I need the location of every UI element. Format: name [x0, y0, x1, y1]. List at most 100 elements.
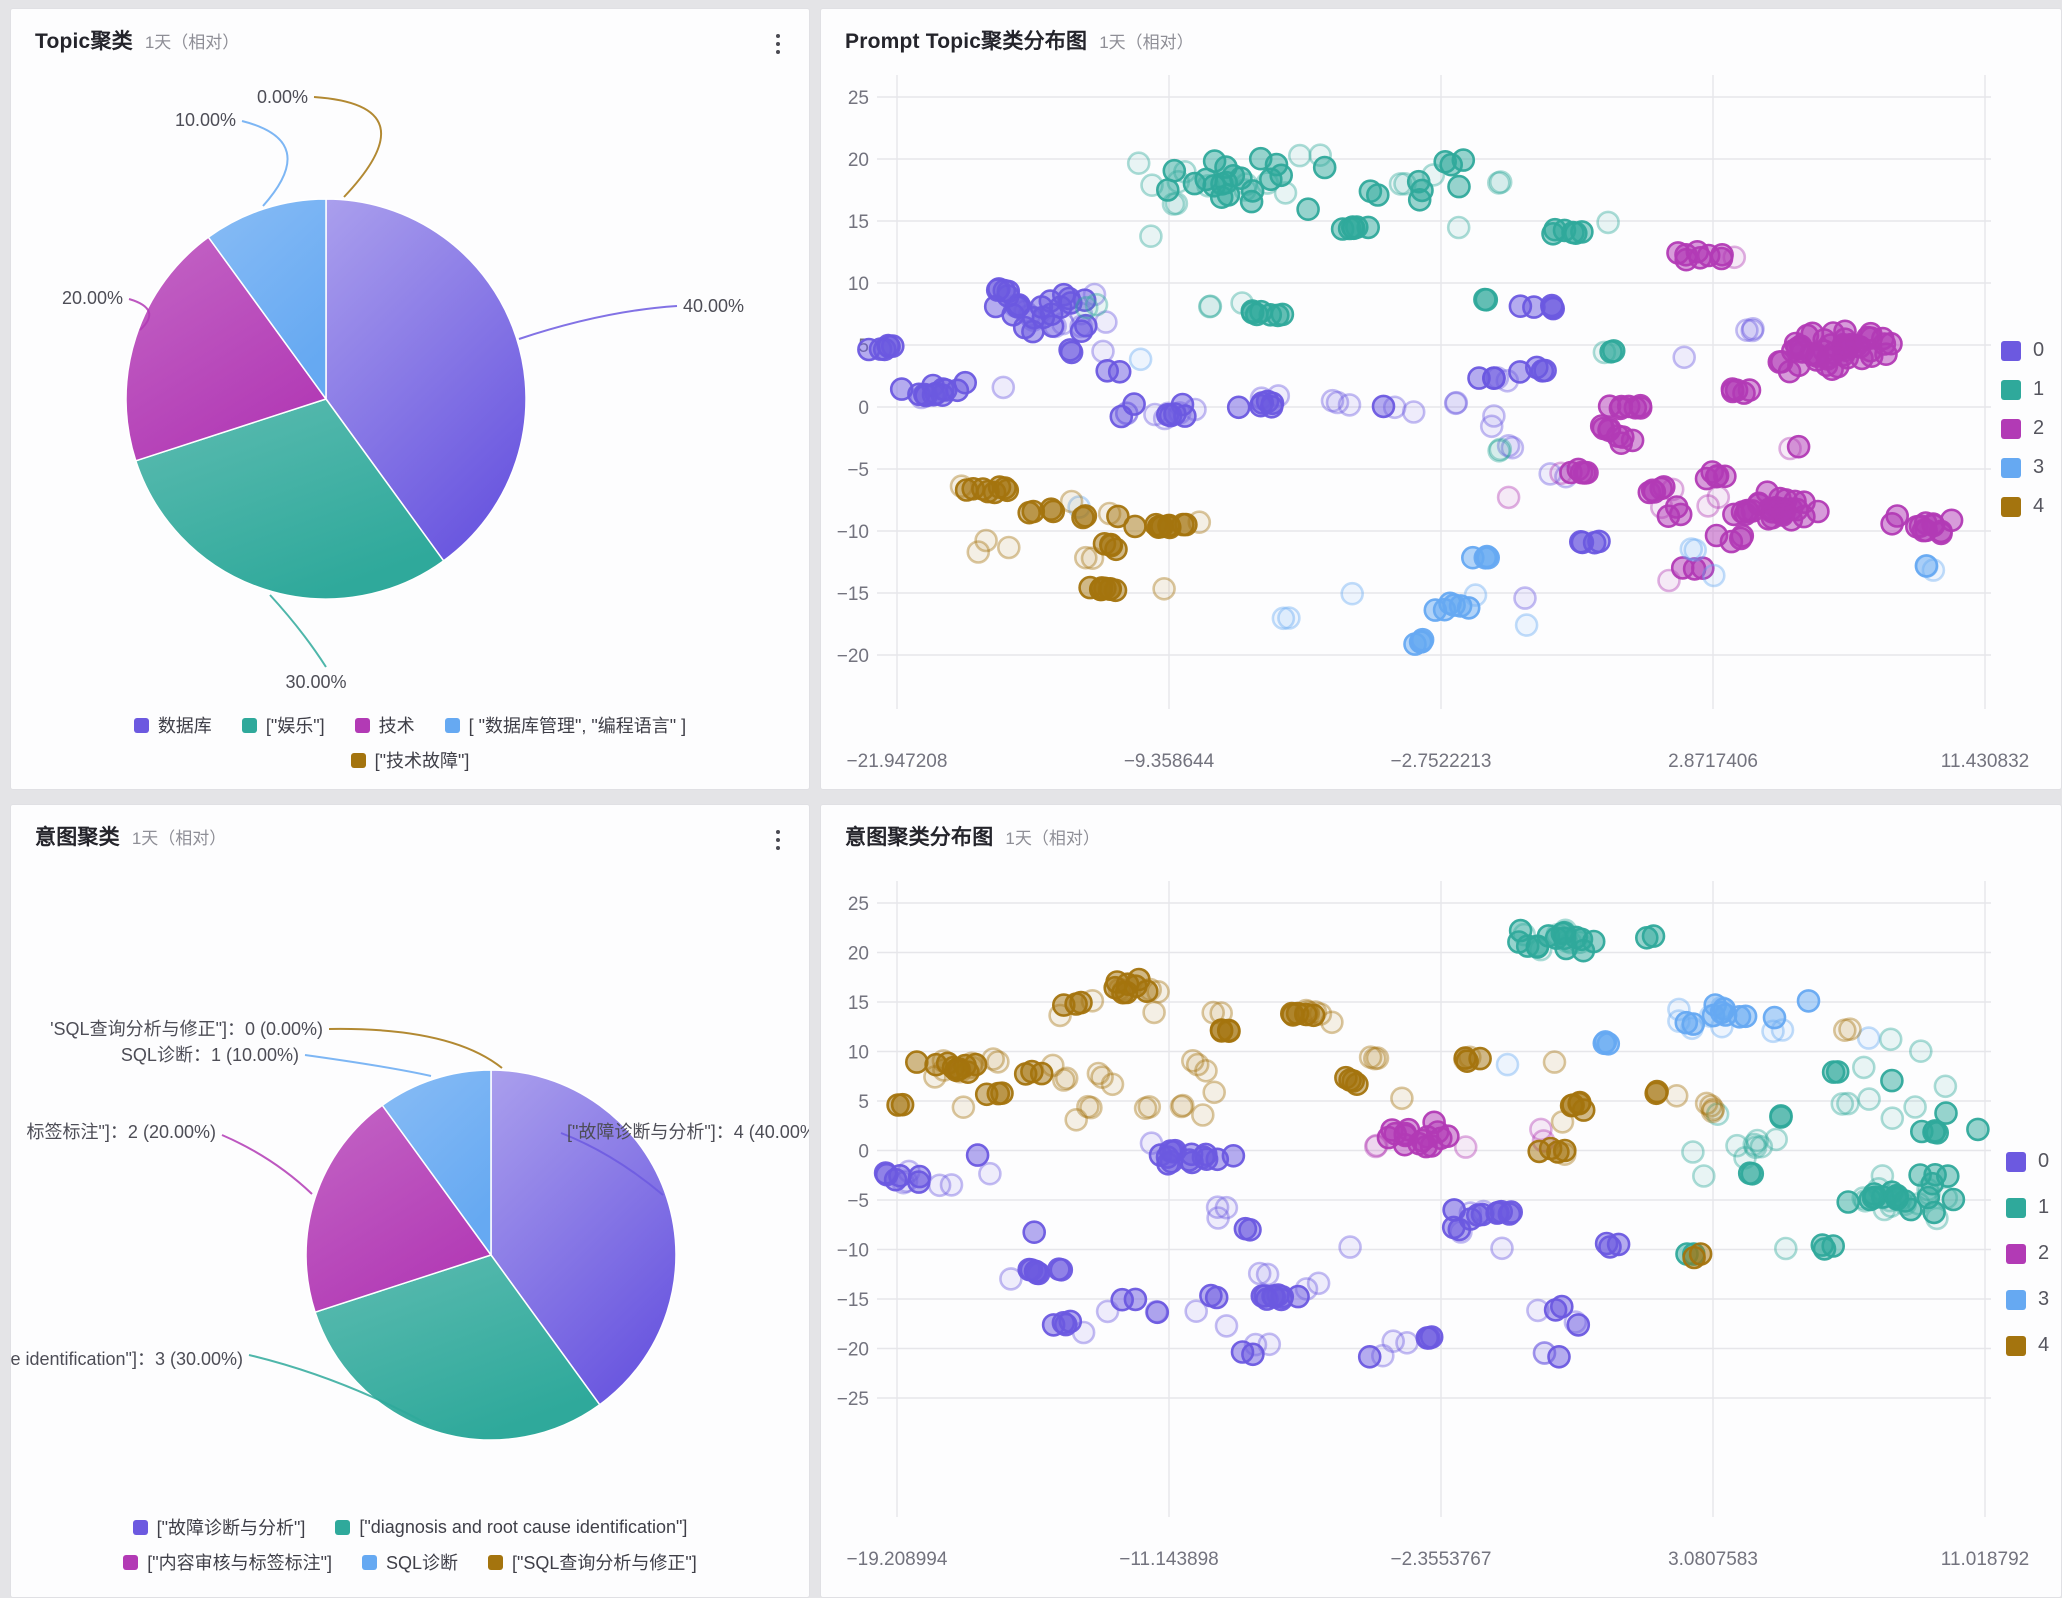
scatter-point[interactable]: [1587, 529, 1611, 554]
scatter-point[interactable]: [1064, 1107, 1088, 1132]
scatter-point[interactable]: [1214, 1195, 1239, 1220]
scatter-point[interactable]: [1725, 1133, 1749, 1158]
scatter-point[interactable]: [1133, 1096, 1158, 1121]
scatter-point[interactable]: [1737, 378, 1762, 402]
scatter-point[interactable]: [1857, 1087, 1881, 1111]
scatter-point[interactable]: [1145, 1300, 1170, 1325]
scatter-point[interactable]: [1197, 294, 1222, 319]
legend-item-cluster-4[interactable]: 4: [2006, 1334, 2049, 1357]
legend-item-cluster-2[interactable]: 2: [2006, 1242, 2049, 1265]
scatter-point[interactable]: [1479, 414, 1504, 439]
scatter-point[interactable]: [1796, 989, 1821, 1013]
scatter-point[interactable]: [1694, 1091, 1719, 1116]
scatter-point[interactable]: [1155, 1145, 1180, 1169]
scatter-point[interactable]: [1680, 1016, 1704, 1041]
scatter-point[interactable]: [1157, 514, 1181, 538]
scatter-point[interactable]: [1139, 1131, 1164, 1156]
kebab-menu-icon[interactable]: [769, 827, 787, 853]
scatter-point[interactable]: [1205, 1195, 1230, 1220]
scatter-point[interactable]: [1561, 1093, 1585, 1117]
scatter-point[interactable]: [1325, 390, 1350, 415]
scatter-point[interactable]: [1508, 360, 1532, 384]
scatter-point[interactable]: [1593, 1030, 1618, 1054]
scatter-point[interactable]: [1742, 1132, 1767, 1157]
scatter-point[interactable]: [1198, 294, 1223, 319]
scatter-point[interactable]: [1664, 1083, 1689, 1108]
panel-header-intent-pie[interactable]: 意图聚类 1天（相对）: [35, 821, 226, 851]
scatter-point[interactable]: [1071, 1320, 1096, 1345]
scatter-point[interactable]: [1681, 1140, 1705, 1164]
scatter-point[interactable]: [948, 1059, 972, 1084]
scatter-point[interactable]: [1821, 1060, 1846, 1084]
legend-item-cluster-0[interactable]: 0: [2006, 1150, 2049, 1173]
pie-slice-1[interactable]: [134, 398, 445, 600]
scatter-point[interactable]: [1690, 556, 1715, 581]
legend-item-cluster-1[interactable]: 1: [2006, 1196, 2049, 1219]
scatter-point[interactable]: [1139, 224, 1163, 248]
scatter-point[interactable]: [1830, 1092, 1855, 1116]
scatter-point[interactable]: [1097, 501, 1122, 526]
scatter-point[interactable]: [1058, 338, 1082, 362]
scatter-point[interactable]: [1090, 1065, 1114, 1090]
scatter-point[interactable]: [986, 1081, 1011, 1106]
scatter-point[interactable]: [1362, 1046, 1387, 1071]
scatter-point[interactable]: [1306, 1271, 1331, 1296]
scatter-point[interactable]: [1453, 1047, 1477, 1072]
scatter-point[interactable]: [1069, 314, 1093, 339]
scatter-point[interactable]: [1500, 435, 1525, 460]
scatter-point[interactable]: [1158, 403, 1183, 428]
scatter-point[interactable]: [1308, 1002, 1333, 1026]
scatter-point[interactable]: [1155, 178, 1180, 202]
scatter-point[interactable]: [1142, 1000, 1166, 1025]
legend-item-cluster-1[interactable]: 1: [2001, 378, 2044, 401]
scatter-point[interactable]: [956, 1060, 980, 1085]
scatter-point[interactable]: [1862, 1182, 1886, 1206]
scatter-point[interactable]: [1277, 606, 1301, 630]
scatter-point[interactable]: [1770, 503, 1795, 527]
scatter-point[interactable]: [1688, 246, 1713, 270]
scatter-point[interactable]: [1048, 1003, 1072, 1028]
scatter-point[interactable]: [1838, 1017, 1862, 1041]
scatter-point[interactable]: [1666, 241, 1690, 265]
scatter-point[interactable]: [1086, 1061, 1111, 1086]
scatter-point[interactable]: [986, 1050, 1010, 1074]
scatter-point[interactable]: [1340, 581, 1365, 606]
scatter-point[interactable]: [1255, 1287, 1279, 1311]
scatter-point[interactable]: [1456, 596, 1481, 620]
scatter-point[interactable]: [1903, 1095, 1927, 1119]
scatter-point[interactable]: [1230, 291, 1254, 315]
scatter-point[interactable]: [1376, 1125, 1401, 1150]
scatter-point[interactable]: [966, 540, 991, 564]
scatter-point[interactable]: [1878, 1027, 1903, 1052]
scatter-point[interactable]: [1126, 151, 1151, 175]
scatter-point[interactable]: [1547, 1344, 1571, 1369]
scatter-point[interactable]: [1488, 170, 1513, 194]
scatter-point[interactable]: [1533, 358, 1557, 383]
scatter-point[interactable]: [1552, 926, 1577, 951]
scatter-point[interactable]: [1700, 1099, 1725, 1124]
pie-slice-2[interactable]: [305, 1104, 493, 1314]
pie-slice-1[interactable]: [314, 1254, 601, 1441]
scatter-point[interactable]: [1239, 189, 1264, 214]
scatter-point[interactable]: [1486, 171, 1511, 195]
scatter-point[interactable]: [1107, 977, 1132, 1002]
scatter-point[interactable]: [1552, 1142, 1577, 1167]
scatter-point[interactable]: [1390, 1086, 1414, 1111]
scatter-point[interactable]: [1735, 318, 1759, 343]
scatter-point[interactable]: [1271, 606, 1296, 631]
scatter-point[interactable]: [1571, 938, 1596, 963]
legend-item[interactable]: ["SQL查询分析与修正"]: [488, 1549, 697, 1575]
pie-slice-3[interactable]: [207, 198, 327, 402]
scatter-point[interactable]: [1473, 287, 1497, 312]
scatter-point[interactable]: [1296, 197, 1320, 221]
scatter-point[interactable]: [1423, 598, 1448, 622]
scatter-point[interactable]: [1054, 1066, 1079, 1091]
scatter-point[interactable]: [1320, 1010, 1344, 1035]
scatter-point[interactable]: [1526, 1298, 1550, 1323]
scatter-point[interactable]: [1059, 489, 1084, 514]
scatter-point[interactable]: [1941, 1187, 1966, 1212]
scatter-point[interactable]: [1667, 1009, 1691, 1033]
scatter-point[interactable]: [1705, 463, 1730, 488]
scatter-point[interactable]: [1909, 1039, 1933, 1063]
scatter-point[interactable]: [1713, 1003, 1738, 1027]
